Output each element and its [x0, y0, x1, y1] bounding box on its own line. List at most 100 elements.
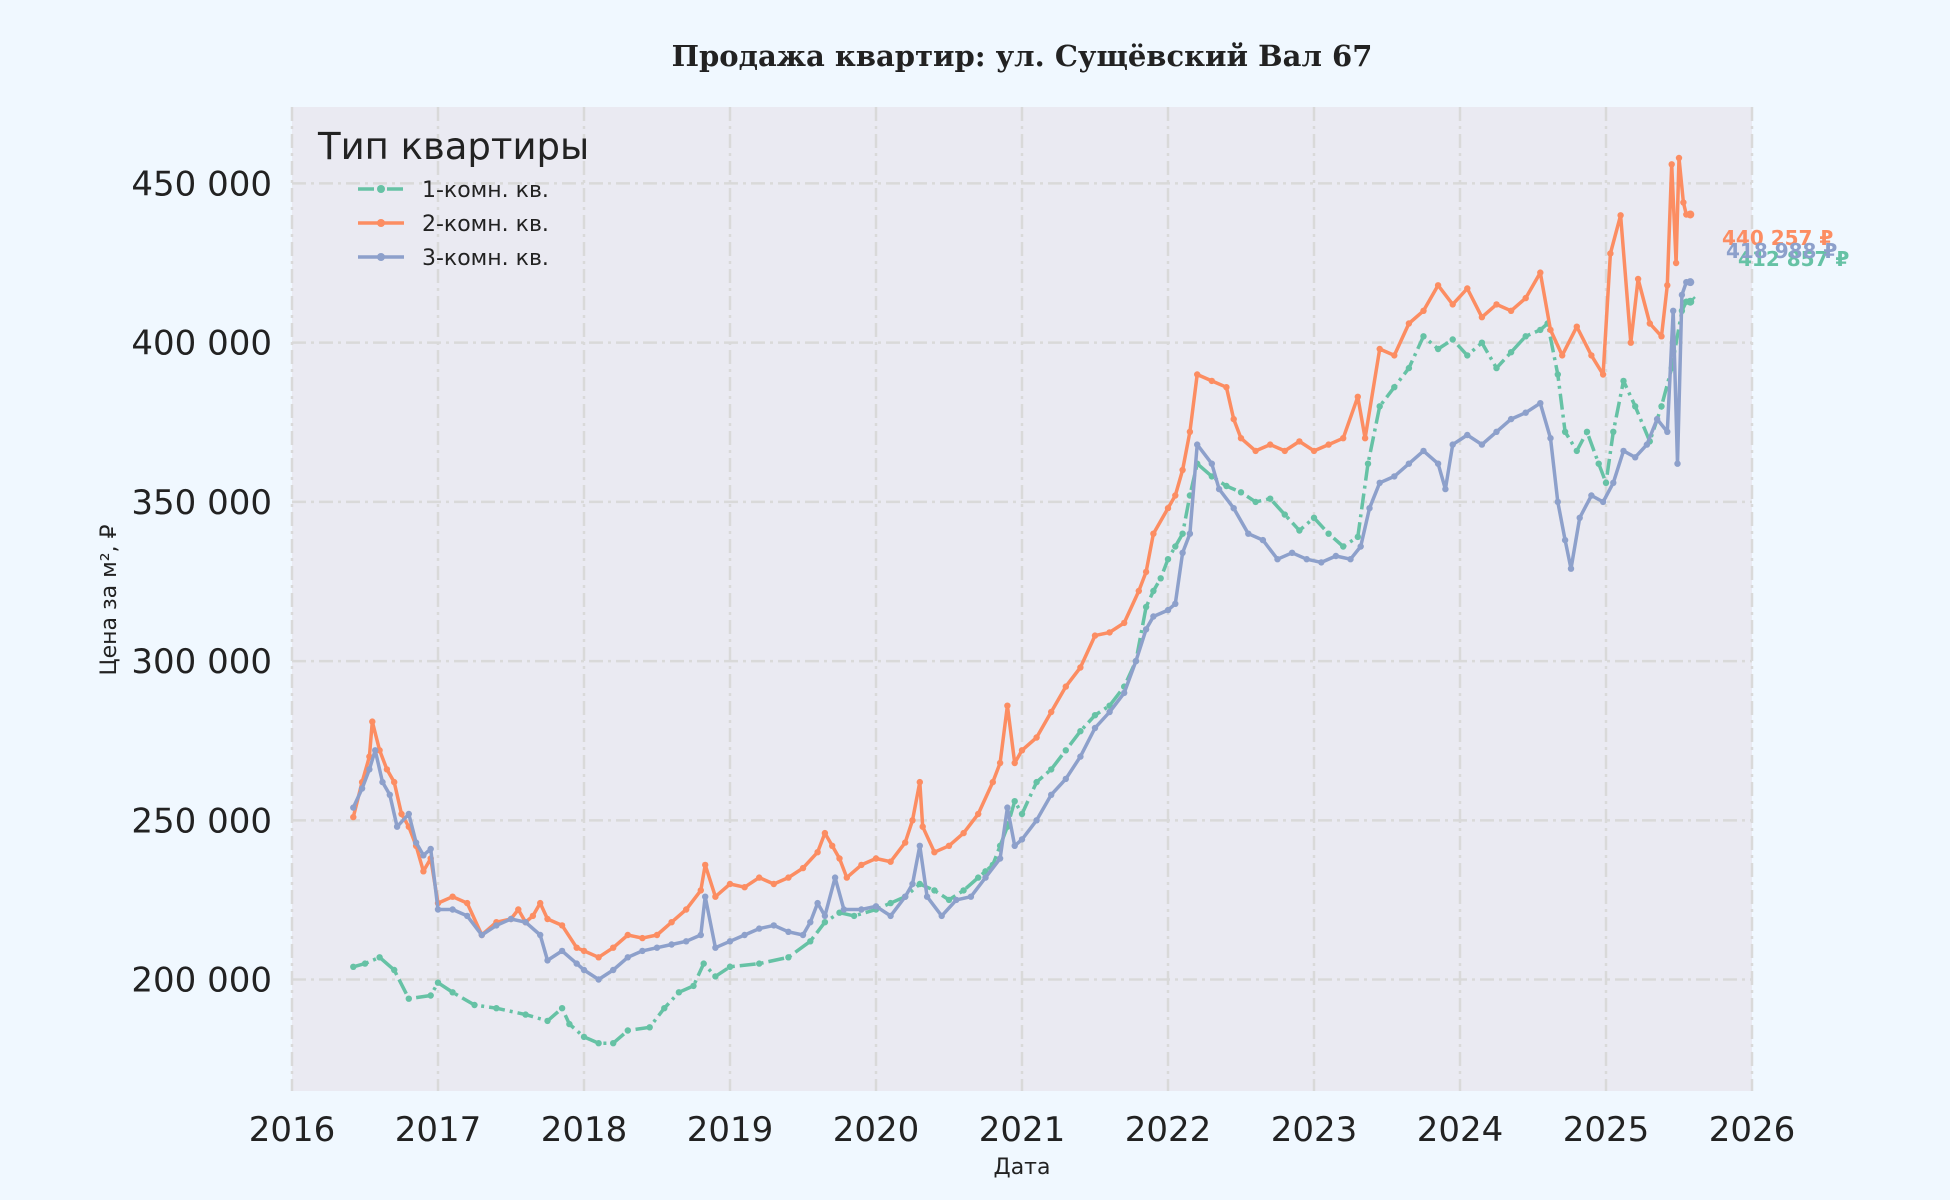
end-annotations: 412 857 ₽440 257 ₽418 988 ₽ [1685, 210, 1849, 306]
data-point [975, 874, 982, 881]
data-point [478, 931, 485, 939]
x-tick-label: 2022 [1125, 1110, 1212, 1150]
data-point [836, 855, 843, 862]
data-point [1653, 415, 1661, 423]
x-tick-label: 2018 [541, 1110, 628, 1150]
legend: Тип квартиры 1-комн. кв. 2-комн. кв. 3-ком… [317, 125, 589, 271]
data-point [507, 915, 515, 923]
data-point [1179, 549, 1186, 556]
data-point [690, 982, 697, 990]
data-point [1573, 323, 1581, 330]
data-point [1547, 326, 1554, 334]
data-point [1318, 559, 1325, 566]
data-point [391, 778, 398, 786]
data-point [1121, 619, 1128, 627]
data-point [1310, 447, 1318, 455]
data-point [1554, 498, 1562, 506]
data-point [376, 954, 383, 961]
data-point [1077, 664, 1084, 671]
data-point [821, 919, 829, 926]
data-point [756, 960, 763, 967]
data-point [872, 855, 880, 862]
data-point [1354, 393, 1362, 400]
data-point [1172, 492, 1179, 499]
data-point [358, 785, 366, 792]
data-point [369, 718, 376, 725]
data-point [573, 960, 580, 967]
data-point [661, 1005, 668, 1012]
data-point [366, 766, 373, 773]
legend-item-2: 2-комн. кв. [358, 212, 549, 237]
data-point [1296, 527, 1303, 534]
data-point [493, 1005, 500, 1012]
data-point [770, 880, 777, 888]
data-point [1172, 600, 1179, 607]
data-point [1420, 447, 1427, 455]
data-point [1627, 339, 1635, 346]
data-point [372, 747, 379, 754]
data-point [1675, 154, 1683, 162]
legend-marker [377, 253, 385, 261]
data-point [1296, 438, 1303, 445]
data-point [361, 960, 369, 967]
data-point [1062, 747, 1070, 754]
data-point [1537, 400, 1544, 407]
legend-item-1: 1-комн. кв. [358, 178, 549, 203]
series-1-end-marker [1686, 297, 1695, 306]
data-point [814, 899, 821, 907]
data-point [1033, 778, 1040, 786]
data-point [1507, 307, 1515, 314]
data-point [1194, 371, 1201, 378]
data-point [558, 947, 566, 955]
data-point [697, 931, 704, 939]
data-point [1062, 683, 1070, 690]
data-point [610, 944, 617, 951]
data-point [391, 966, 398, 974]
data-point [821, 829, 829, 837]
data-point [996, 759, 1004, 767]
data-point [1194, 441, 1201, 448]
x-tick-label: 2016 [249, 1110, 336, 1150]
data-point [464, 899, 471, 907]
data-point [1142, 626, 1150, 633]
data-point [887, 899, 894, 907]
data-point [1507, 349, 1515, 356]
data-point [1420, 333, 1427, 340]
data-point [1172, 543, 1179, 550]
series-1-end-label: 412 857 ₽ [1738, 247, 1849, 271]
data-point [1361, 435, 1369, 442]
data-point [712, 944, 719, 951]
data-point [1658, 333, 1665, 340]
data-point [989, 778, 996, 786]
data-point [916, 880, 923, 888]
data-point [1004, 702, 1011, 709]
data-point [1325, 530, 1332, 537]
data-point [799, 864, 807, 872]
data-point [1632, 454, 1639, 461]
legend-marker [377, 185, 385, 193]
data-point [1135, 587, 1143, 595]
data-point [1274, 556, 1281, 563]
data-point [566, 1020, 573, 1028]
data-point [646, 1024, 653, 1031]
x-tick-label: 2017 [395, 1110, 482, 1150]
data-point [1678, 291, 1686, 299]
data-point [1164, 606, 1172, 614]
data-point [544, 915, 551, 923]
data-point [1011, 842, 1018, 849]
data-point [1325, 441, 1332, 448]
data-point [712, 893, 719, 900]
data-point [1567, 565, 1575, 572]
data-point [1281, 447, 1289, 455]
data-point [544, 957, 551, 964]
data-point [1011, 798, 1018, 805]
data-point [1237, 489, 1245, 496]
data-point [1033, 817, 1040, 824]
data-point [350, 804, 357, 811]
data-point [653, 944, 661, 951]
data-point [1077, 753, 1084, 760]
data-point [923, 893, 931, 900]
data-point [1554, 371, 1562, 378]
data-point [1493, 364, 1500, 372]
data-point [1559, 352, 1566, 359]
